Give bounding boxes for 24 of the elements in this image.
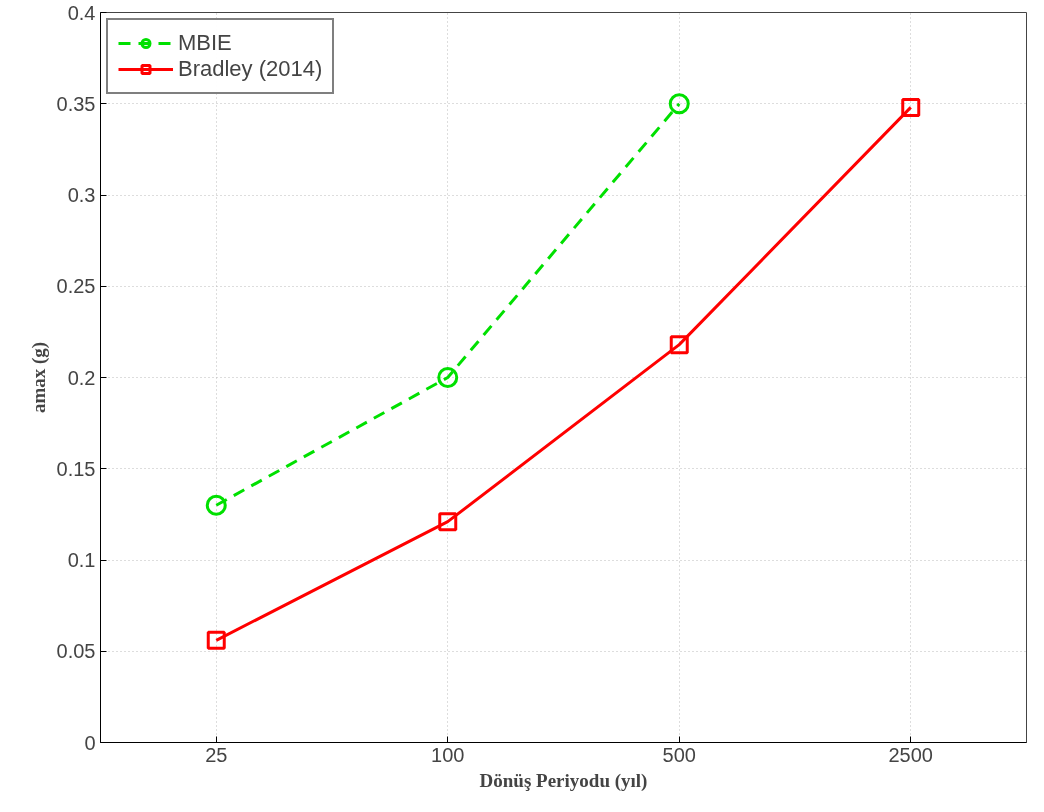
x-tick-label: 500 — [662, 743, 696, 766]
y-tick-label: 0.15 — [56, 457, 96, 480]
y-tick-label: 0.05 — [56, 640, 96, 663]
y-tick-label: 0 — [84, 731, 96, 754]
y-tick-label: 0.3 — [67, 184, 96, 206]
x-tick-label: 2500 — [888, 743, 933, 766]
y-tick-label: 0.35 — [56, 92, 96, 115]
point — [668, 93, 690, 115]
y-axis-title: amax (g) — [27, 341, 50, 414]
point — [669, 335, 689, 355]
point — [901, 97, 921, 117]
x-tick-label: 100 — [431, 743, 465, 766]
point — [206, 630, 226, 650]
y-tick-label: 0.25 — [56, 275, 96, 298]
point — [205, 494, 227, 516]
y-tick-label: 0.1 — [67, 549, 96, 571]
y-tick-label: 0.4 — [67, 1, 96, 24]
legend-label: MBIE — [178, 30, 232, 56]
x-tick-label: 25 — [205, 743, 228, 766]
y-tick-label: 0.2 — [67, 366, 96, 389]
point — [437, 367, 459, 388]
x-axis-title: Dönüş Periyodu (yıl) — [479, 769, 648, 792]
point — [438, 512, 458, 532]
legend-label: Bradley (2014) — [178, 56, 323, 82]
